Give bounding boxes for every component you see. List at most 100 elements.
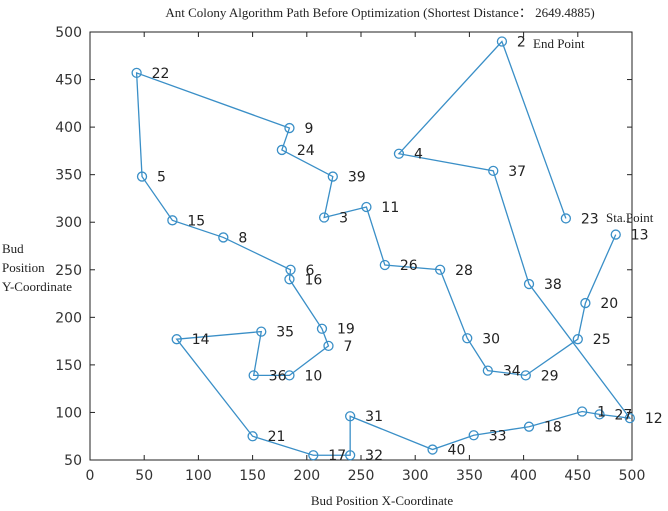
city-marker-12 (624, 413, 635, 424)
city-label-20: 20 (600, 296, 618, 312)
city-label-16: 16 (304, 272, 322, 288)
y-tick-label: 100 (55, 405, 82, 421)
y-tick-label: 350 (55, 168, 82, 184)
plot-area-frame (89, 31, 633, 461)
city-label-6: 6 (306, 263, 315, 279)
city-marker-10 (284, 370, 295, 381)
y-axis: 50 100 150 200 250 300 350 400 450 500 (55, 25, 632, 469)
city-label-28: 28 (455, 263, 473, 279)
city-label-2: 2 (517, 35, 526, 51)
x-tick-label: 200 (293, 468, 320, 484)
city-marker-17 (308, 450, 319, 461)
city-label-14: 14 (192, 332, 210, 348)
city-marker-23 (560, 213, 572, 224)
city-label-17: 17 (328, 448, 346, 464)
city-label-7: 7 (343, 339, 352, 355)
y-axis-title-line-3: Y-Coordinate (2, 279, 72, 294)
route-line (135, 40, 632, 456)
x-tick-label: 50 (135, 468, 153, 484)
city-marker-32 (345, 450, 356, 461)
city-marker-5 (136, 171, 148, 182)
city-marker-30 (462, 333, 473, 344)
city-labels: 1320252934302826113392492251586161971036… (152, 35, 663, 465)
city-label-26: 26 (400, 258, 418, 274)
city-marker-14 (171, 334, 182, 345)
city-label-29: 29 (541, 368, 559, 384)
city-marker-8 (218, 232, 229, 243)
city-label-18: 18 (544, 420, 562, 436)
city-label-30: 30 (482, 331, 500, 347)
x-tick-label: 250 (348, 468, 375, 484)
city-label-4: 4 (414, 147, 423, 163)
y-tick-label: 450 (55, 73, 82, 89)
city-marker-35 (256, 326, 267, 337)
city-marker-13 (610, 229, 621, 240)
end-point-label: End Point (533, 36, 585, 51)
city-marker-18 (523, 421, 535, 432)
y-tick-label: 400 (55, 120, 82, 136)
city-marker-31 (345, 411, 356, 422)
city-label-38: 38 (544, 277, 562, 293)
city-label-40: 40 (448, 443, 466, 459)
city-marker-38 (523, 278, 535, 290)
city-label-23: 23 (581, 211, 599, 227)
city-label-12: 12 (645, 411, 663, 427)
y-tick-label: 500 (55, 25, 82, 41)
city-marker-1 (576, 406, 588, 417)
city-label-27: 27 (614, 407, 632, 423)
city-label-34: 34 (503, 364, 521, 380)
city-label-24: 24 (297, 143, 315, 159)
city-label-39: 39 (348, 170, 366, 186)
city-markers (131, 36, 635, 461)
city-marker-15 (167, 215, 178, 226)
y-tick-label: 300 (55, 215, 82, 231)
city-marker-27 (594, 409, 605, 420)
x-tick-label: 400 (510, 468, 537, 484)
city-marker-22 (131, 67, 142, 79)
city-label-8: 8 (238, 230, 247, 246)
city-label-3: 3 (339, 210, 348, 226)
y-axis-title: Bud Position Y-Coordinate (2, 241, 72, 294)
city-label-32: 32 (365, 448, 383, 464)
city-marker-7 (323, 340, 334, 352)
city-label-9: 9 (304, 121, 313, 137)
city-label-21: 21 (268, 429, 286, 445)
x-tick-label: 300 (402, 468, 429, 484)
city-marker-34 (482, 365, 493, 376)
x-tick-label: 500 (619, 468, 646, 484)
start-point-label: Sta.Point (606, 210, 654, 225)
city-label-15: 15 (187, 213, 205, 229)
city-marker-19 (316, 323, 328, 334)
y-tick-label: 50 (64, 453, 82, 469)
city-marker-28 (434, 264, 446, 275)
city-label-25: 25 (593, 332, 611, 348)
city-marker-21 (247, 431, 258, 442)
city-marker-11 (361, 201, 372, 213)
city-label-5: 5 (157, 170, 166, 186)
y-tick-label: 150 (55, 358, 82, 374)
city-marker-26 (379, 259, 390, 271)
city-label-19: 19 (337, 322, 355, 338)
city-label-31: 31 (365, 409, 383, 425)
city-marker-29 (520, 370, 531, 381)
x-tick-label: 100 (185, 468, 212, 484)
city-label-35: 35 (276, 325, 294, 341)
city-marker-2 (496, 36, 508, 47)
city-marker-39 (327, 171, 338, 182)
city-marker-24 (276, 144, 288, 156)
city-label-11: 11 (381, 200, 399, 216)
city-marker-37 (488, 165, 499, 177)
city-marker-33 (468, 430, 479, 441)
city-label-10: 10 (304, 368, 322, 384)
y-axis-title-line-1: Bud (2, 241, 24, 256)
x-axis-title: Bud Position X-Coordinate (311, 493, 454, 508)
city-label-1: 1 (597, 404, 606, 420)
city-label-13: 13 (631, 228, 649, 244)
city-label-37: 37 (508, 164, 526, 180)
x-axis: 0 50 100 150 200 250 300 350 400 450 500 (86, 32, 646, 484)
y-axis-title-line-2: Position (2, 260, 45, 275)
x-tick-label: 350 (456, 468, 483, 484)
city-marker-36 (248, 370, 259, 381)
city-marker-4 (393, 148, 405, 159)
